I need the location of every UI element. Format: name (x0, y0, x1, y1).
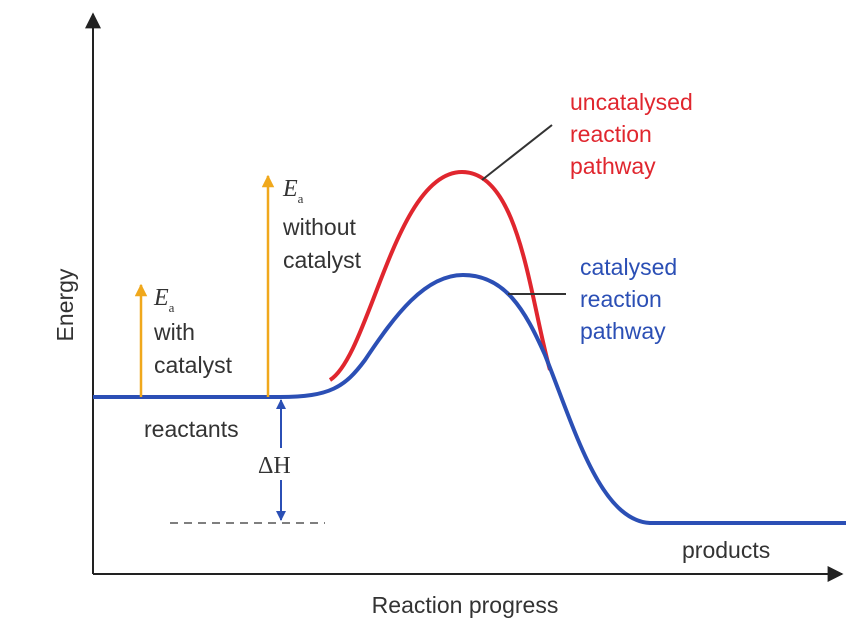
catalysed-curve (93, 272, 846, 525)
reactants-label: reactants (144, 416, 239, 442)
uncatalysed-curve (328, 169, 552, 382)
catalysed-label: catalysed reaction pathway (580, 254, 684, 344)
uncatalysed-label: uncatalysed reaction pathway (570, 89, 699, 179)
ea-without-symbol: Ea (282, 176, 304, 206)
y-axis-label: Energy (52, 268, 78, 341)
uncatalysed-leader-line (481, 124, 553, 181)
ea-without-catalyst-label: without catalyst (282, 214, 362, 273)
ea-with-catalyst-label: with catalyst (153, 319, 233, 378)
delta-h-label: ΔH (258, 453, 291, 479)
x-axis-label: Reaction progress (372, 592, 559, 618)
products-label: products (682, 537, 770, 563)
ea-with-symbol: Ea (153, 285, 175, 315)
